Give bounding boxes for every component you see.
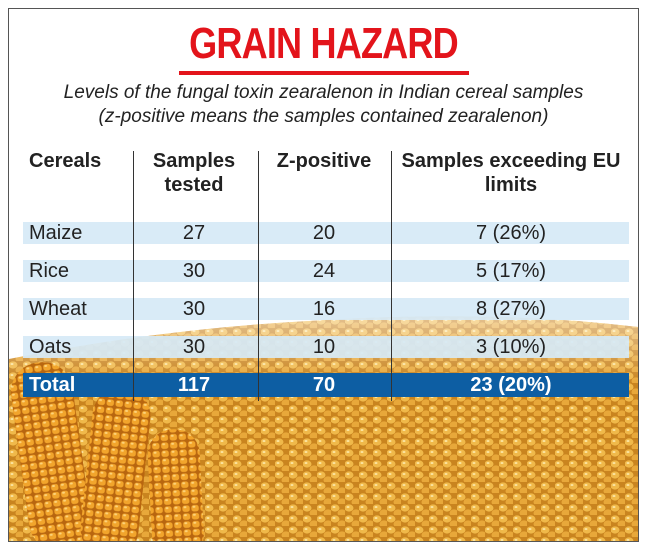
grain-photo [9, 316, 638, 541]
table-cell: 20 [312, 222, 336, 244]
table-cell: 7 (26%) [475, 222, 547, 244]
subtitle: (z-positive means the samples contained … [98, 106, 549, 127]
column-header: Samples tested [152, 150, 236, 196]
column-divider [391, 151, 392, 401]
title-underline [179, 71, 469, 75]
table-cell: Wheat [29, 298, 87, 320]
table-cell: 10 [312, 336, 336, 358]
table-cell: 24 [312, 260, 336, 282]
total-band [23, 373, 629, 397]
title: GRAIN HAZARD [189, 19, 459, 68]
table-cell: 5 (17%) [475, 260, 547, 282]
table-cell: 8 (27%) [475, 298, 547, 320]
table-cell: 30 [182, 298, 206, 320]
table-cell: 30 [182, 336, 206, 358]
row-band [23, 298, 629, 320]
infographic: GRAIN HAZARD Levels of the fungal toxin … [8, 8, 639, 542]
row-band [23, 260, 629, 282]
table-cell: Oats [29, 336, 72, 358]
column-header: Z-positive [276, 150, 372, 172]
column-divider [258, 151, 259, 401]
row-band [23, 222, 629, 244]
table-cell: Rice [29, 260, 70, 282]
column-header: Samples exceeding EU limits [401, 150, 621, 196]
total-cell: 23 (20%) [470, 374, 552, 396]
total-cell: Total [29, 374, 76, 396]
table-cell: 30 [182, 260, 206, 282]
column-header: Cereals [29, 150, 102, 172]
subtitle: Levels of the fungal toxin zearalenon in… [63, 82, 584, 103]
row-band [23, 336, 629, 358]
table-cell: 3 (10%) [475, 336, 547, 358]
table-cell: 27 [182, 222, 206, 244]
total-cell: 117 [177, 374, 211, 396]
table-cell: 16 [312, 298, 336, 320]
total-cell: 70 [312, 374, 336, 396]
table-cell: Maize [29, 222, 83, 244]
column-divider [133, 151, 134, 401]
